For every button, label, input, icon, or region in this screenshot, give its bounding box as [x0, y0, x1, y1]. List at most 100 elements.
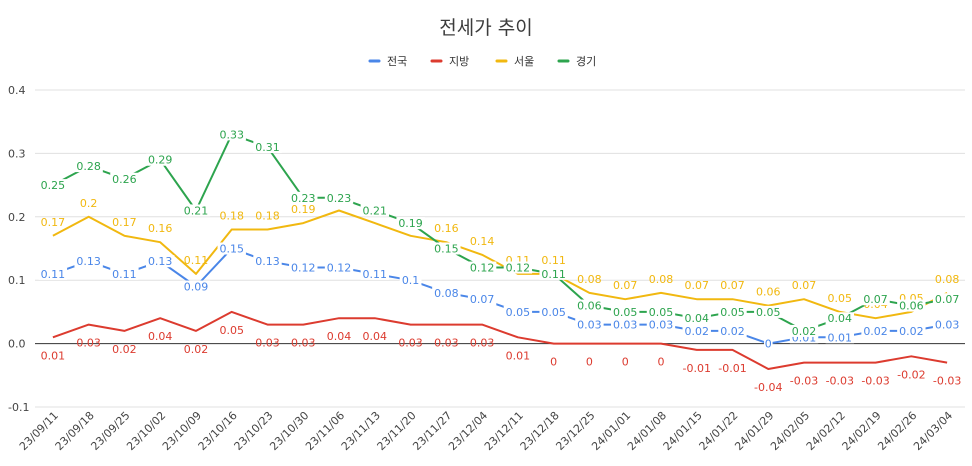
data-label-bg [861, 293, 890, 306]
data-label-bg [718, 305, 747, 318]
data-label: 0.07 [792, 279, 817, 292]
data-label: 0.03 [76, 337, 101, 350]
data-label: 0.06 [899, 300, 924, 313]
chart-title: 전세가 추이 [439, 17, 532, 39]
y-tick-label: 0.3 [8, 147, 26, 160]
data-label: 0.25 [41, 179, 66, 192]
data-label: 0.21 [363, 204, 388, 217]
data-label: -0.03 [861, 375, 889, 388]
data-label-bg [467, 293, 497, 306]
data-label-bg [575, 299, 604, 312]
data-label: 0 [657, 356, 664, 369]
data-label-bg [646, 318, 676, 331]
data-label-bg [324, 191, 354, 204]
data-label: 0.08 [935, 273, 960, 286]
data-label-bg [897, 299, 926, 312]
series-line-지방[interactable] [52, 310, 948, 370]
data-label: 0.03 [613, 319, 638, 332]
data-label-bg [324, 261, 354, 274]
data-label: 0.03 [935, 319, 960, 332]
y-tick-label: 0.2 [8, 211, 26, 224]
data-label: 0.29 [148, 154, 173, 167]
data-label: 0.04 [828, 312, 853, 325]
data-label: 0.08 [577, 273, 602, 286]
data-label-bg [289, 261, 318, 274]
data-label-bg [610, 318, 640, 331]
data-label-bg [145, 255, 175, 268]
data-label: 0.18 [219, 209, 244, 222]
data-label: 0.11 [184, 254, 209, 267]
data-label: 0.11 [363, 268, 388, 281]
grid-layer [35, 89, 965, 408]
data-label-bg [360, 204, 390, 217]
data-label: 0.2 [80, 197, 98, 210]
data-label-bg [932, 293, 962, 306]
data-label-bg [289, 191, 318, 204]
y-tick-label: 0.0 [8, 338, 26, 351]
data-label: 0.01 [41, 349, 66, 362]
data-label: 0.11 [541, 254, 566, 267]
data-label: -0.03 [933, 375, 961, 388]
data-label: 0.02 [792, 325, 817, 338]
data-label-bg [503, 305, 533, 318]
data-label: 0.16 [148, 222, 173, 235]
data-label: 0.31 [255, 141, 280, 154]
data-label-bg [897, 324, 926, 337]
legend-item-경기[interactable]: 경기 [557, 55, 596, 68]
data-label: 0.1 [402, 274, 420, 287]
data-label: 0.07 [720, 279, 745, 292]
data-label-bg [217, 128, 246, 141]
data-label-bg [74, 160, 103, 173]
legend[interactable]: 전국 지방 서울 경기 [368, 55, 596, 68]
data-label: 0.17 [41, 216, 66, 229]
data-label: 0.05 [541, 306, 566, 319]
data-label: 0.13 [148, 255, 173, 268]
data-label: 0.06 [756, 286, 781, 299]
data-label-bg [825, 312, 855, 325]
data-label: 0.05 [828, 292, 853, 305]
data-label: 0.03 [577, 319, 602, 332]
data-label: 0.08 [434, 287, 459, 300]
data-label: -0.03 [826, 375, 854, 388]
data-label: 0.03 [398, 337, 423, 350]
data-label-bg [396, 217, 425, 230]
data-label: 0.02 [863, 325, 888, 338]
data-label-bg [646, 305, 676, 318]
data-label: 0.03 [434, 337, 459, 350]
data-label-layer: 0.11 0.13 0.11 0.13 0.09 0.15 0.13 0.12 0.12 0.11… [38, 128, 962, 394]
data-label: 0.12 [291, 262, 316, 275]
data-label: 0.15 [434, 243, 459, 256]
data-label: 0.07 [863, 293, 888, 306]
data-label-bg [432, 286, 461, 299]
data-label: 0.07 [935, 293, 960, 306]
legend-label: 경기 [576, 55, 596, 68]
data-label: 0.19 [398, 217, 423, 230]
data-label: 0.08 [649, 273, 674, 286]
data-label-bg [38, 179, 68, 192]
data-label: 0.07 [613, 279, 638, 292]
data-label: 0.23 [327, 192, 352, 205]
data-label: 0.13 [76, 255, 101, 268]
data-label: -0.01 [718, 362, 746, 375]
legend-item-서울[interactable]: 서울 [495, 55, 534, 68]
y-tick-label: 0.1 [8, 274, 26, 287]
data-label-bg [360, 267, 390, 280]
legend-item-전국[interactable]: 전국 [368, 55, 407, 68]
data-label-bg [503, 261, 533, 274]
data-label: 0.04 [148, 330, 173, 343]
data-label-bg [575, 318, 604, 331]
data-label-bg [682, 312, 711, 325]
data-label: 0.12 [470, 262, 495, 275]
data-label: 0.05 [720, 306, 745, 319]
data-label-bg [145, 153, 175, 166]
data-label-bg [825, 331, 855, 344]
data-label-bg [432, 242, 461, 255]
data-label: 0.28 [76, 160, 101, 173]
series-line-서울[interactable] [52, 209, 948, 320]
data-label-bg [181, 280, 211, 293]
data-label: 0.11 [112, 268, 137, 281]
legend-item-지방[interactable]: 지방 [430, 55, 469, 68]
data-label: 0.02 [112, 343, 137, 356]
data-label: 0 [550, 356, 557, 369]
